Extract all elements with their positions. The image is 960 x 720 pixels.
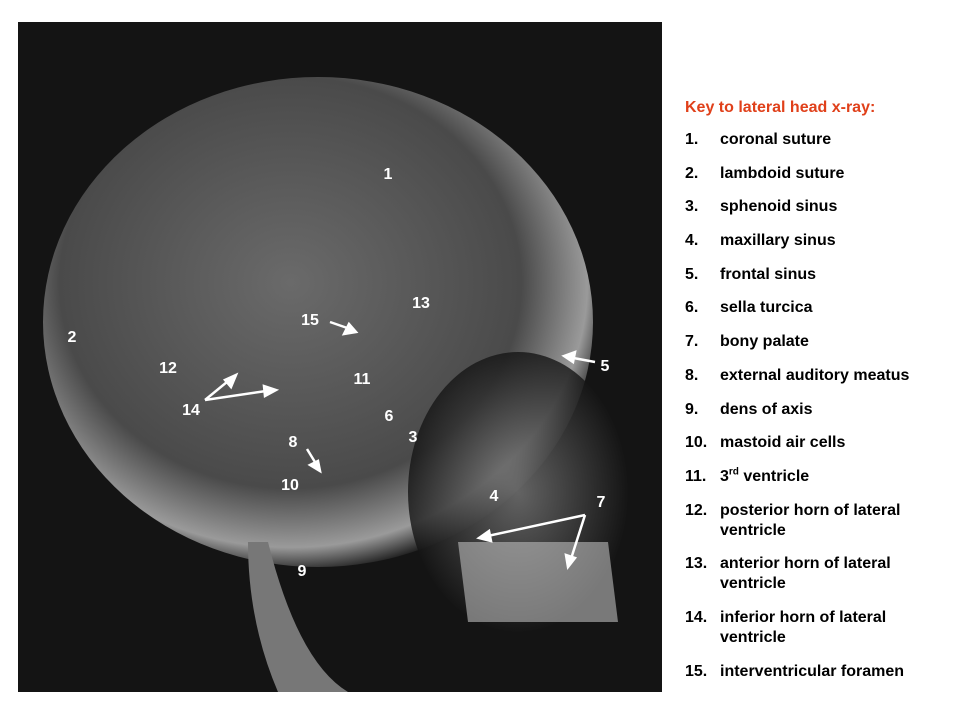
key-text: interventricular foramen — [720, 662, 942, 682]
xray-label: 5 — [601, 358, 610, 375]
xray-label: 4 — [490, 488, 499, 505]
key-text: external auditory meatus — [720, 366, 942, 386]
xray-label: 1 — [384, 166, 393, 183]
key-text: inferior horn of lateral ventricle — [720, 608, 942, 648]
xray-label: 3 — [409, 429, 418, 446]
key-text: posterior horn of lateral ventricle — [720, 501, 942, 541]
key-text-main: dens of axis — [720, 400, 813, 418]
key-item: 14. inferior horn of lateral ventricle — [685, 608, 955, 648]
key-text-main: inferior horn of lateral ventricle — [720, 608, 887, 646]
key-number: 4. — [685, 232, 699, 250]
key-text: anterior horn of lateral ventricle — [720, 554, 942, 594]
key-text: sphenoid sinus — [720, 197, 942, 217]
key-number: 13. — [685, 555, 708, 573]
xray-label: 9 — [298, 563, 307, 580]
xray-label: 14 — [182, 402, 200, 419]
key-item: 15. interventricular foramen — [685, 662, 955, 682]
key-text: maxillary sinus — [720, 231, 942, 251]
key-item: 9. dens of axis — [685, 400, 955, 420]
key-number: 1. — [685, 131, 699, 148]
key-number: 14. — [685, 608, 708, 626]
key-text: bony palate — [720, 332, 942, 352]
key-text-main: bony palate — [720, 333, 809, 351]
key-number: 12. — [685, 501, 708, 519]
key-text: frontal sinus — [720, 265, 942, 285]
key-number: 9. — [685, 400, 699, 418]
key-item: 8. external auditory meatus — [685, 366, 955, 386]
key-number: 6. — [685, 299, 699, 317]
key-text-rest: ventricle — [738, 467, 810, 485]
key-item: 1. coronal suture — [685, 130, 955, 150]
xray-label: 13 — [412, 295, 430, 312]
xray-label: 11 — [354, 371, 371, 388]
xray-label: 8 — [289, 434, 298, 451]
key-item: 4. maxillary sinus — [685, 231, 955, 251]
arrows — [204, 320, 596, 571]
key-text-main: interventricular foramen — [720, 662, 905, 680]
key-number: 7. — [685, 333, 699, 351]
xray-label: 6 — [385, 408, 394, 425]
key-item: 7. bony palate — [685, 332, 955, 352]
xray-label: 15 — [301, 312, 319, 329]
key-text: coronal suture — [720, 130, 942, 150]
key-text-main: mastoid air cells — [720, 434, 846, 452]
key-text: 3rd ventricle — [720, 467, 942, 487]
key-number: 2. — [685, 164, 699, 182]
xray-label: 10 — [281, 477, 299, 494]
key-superscript: rd — [728, 466, 739, 478]
key-text-main: posterior horn of lateral ventricle — [720, 501, 901, 539]
key-number: 11. — [685, 467, 707, 485]
key-text-main: anterior horn of lateral ventricle — [720, 555, 891, 593]
key-text-main: maxillary sinus — [720, 232, 836, 250]
xray-label: 12 — [159, 360, 177, 377]
key-item: 2. lambdoid suture — [685, 164, 955, 184]
key-text: lambdoid suture — [720, 164, 942, 184]
xray-label: 2 — [68, 329, 77, 346]
key-number: 10. — [685, 434, 708, 452]
key-title: Key to lateral head x-ray: — [685, 99, 876, 116]
key-item: 3. sphenoid sinus — [685, 197, 955, 217]
key-item: 5. frontal sinus — [685, 265, 955, 285]
key-item: 10. mastoid air cells — [685, 433, 955, 453]
key-text: dens of axis — [720, 400, 942, 420]
key-text-main: sella turcica — [720, 299, 813, 317]
key-text: sella turcica — [720, 298, 942, 318]
key-item: 13. anterior horn of lateral ventricle — [685, 554, 955, 594]
key-number: 8. — [685, 366, 699, 384]
key-item: 11. 3rd ventricle — [685, 467, 955, 487]
key-text-main: sphenoid sinus — [720, 198, 838, 216]
key-text: mastoid air cells — [720, 433, 942, 453]
key-number: 15. — [685, 662, 708, 680]
key-list: Key to lateral head x-ray: 1. coronal sut… — [685, 98, 955, 695]
key-item: 6. sella turcica — [685, 298, 955, 318]
cervical-spine — [248, 542, 348, 692]
key-text-main: external auditory meatus — [720, 366, 910, 384]
key-text-main: frontal sinus — [720, 265, 817, 283]
xray-label: 7 — [597, 494, 606, 511]
key-number: 5. — [685, 265, 699, 283]
key-text-main: 3 — [720, 467, 729, 485]
key-text-main: coronal suture — [720, 131, 832, 148]
teeth — [458, 542, 618, 622]
key-number: 3. — [685, 198, 699, 216]
key-text-main: lambdoid suture — [720, 164, 845, 182]
key-item: 12. posterior horn of lateral ventricle — [685, 501, 955, 541]
